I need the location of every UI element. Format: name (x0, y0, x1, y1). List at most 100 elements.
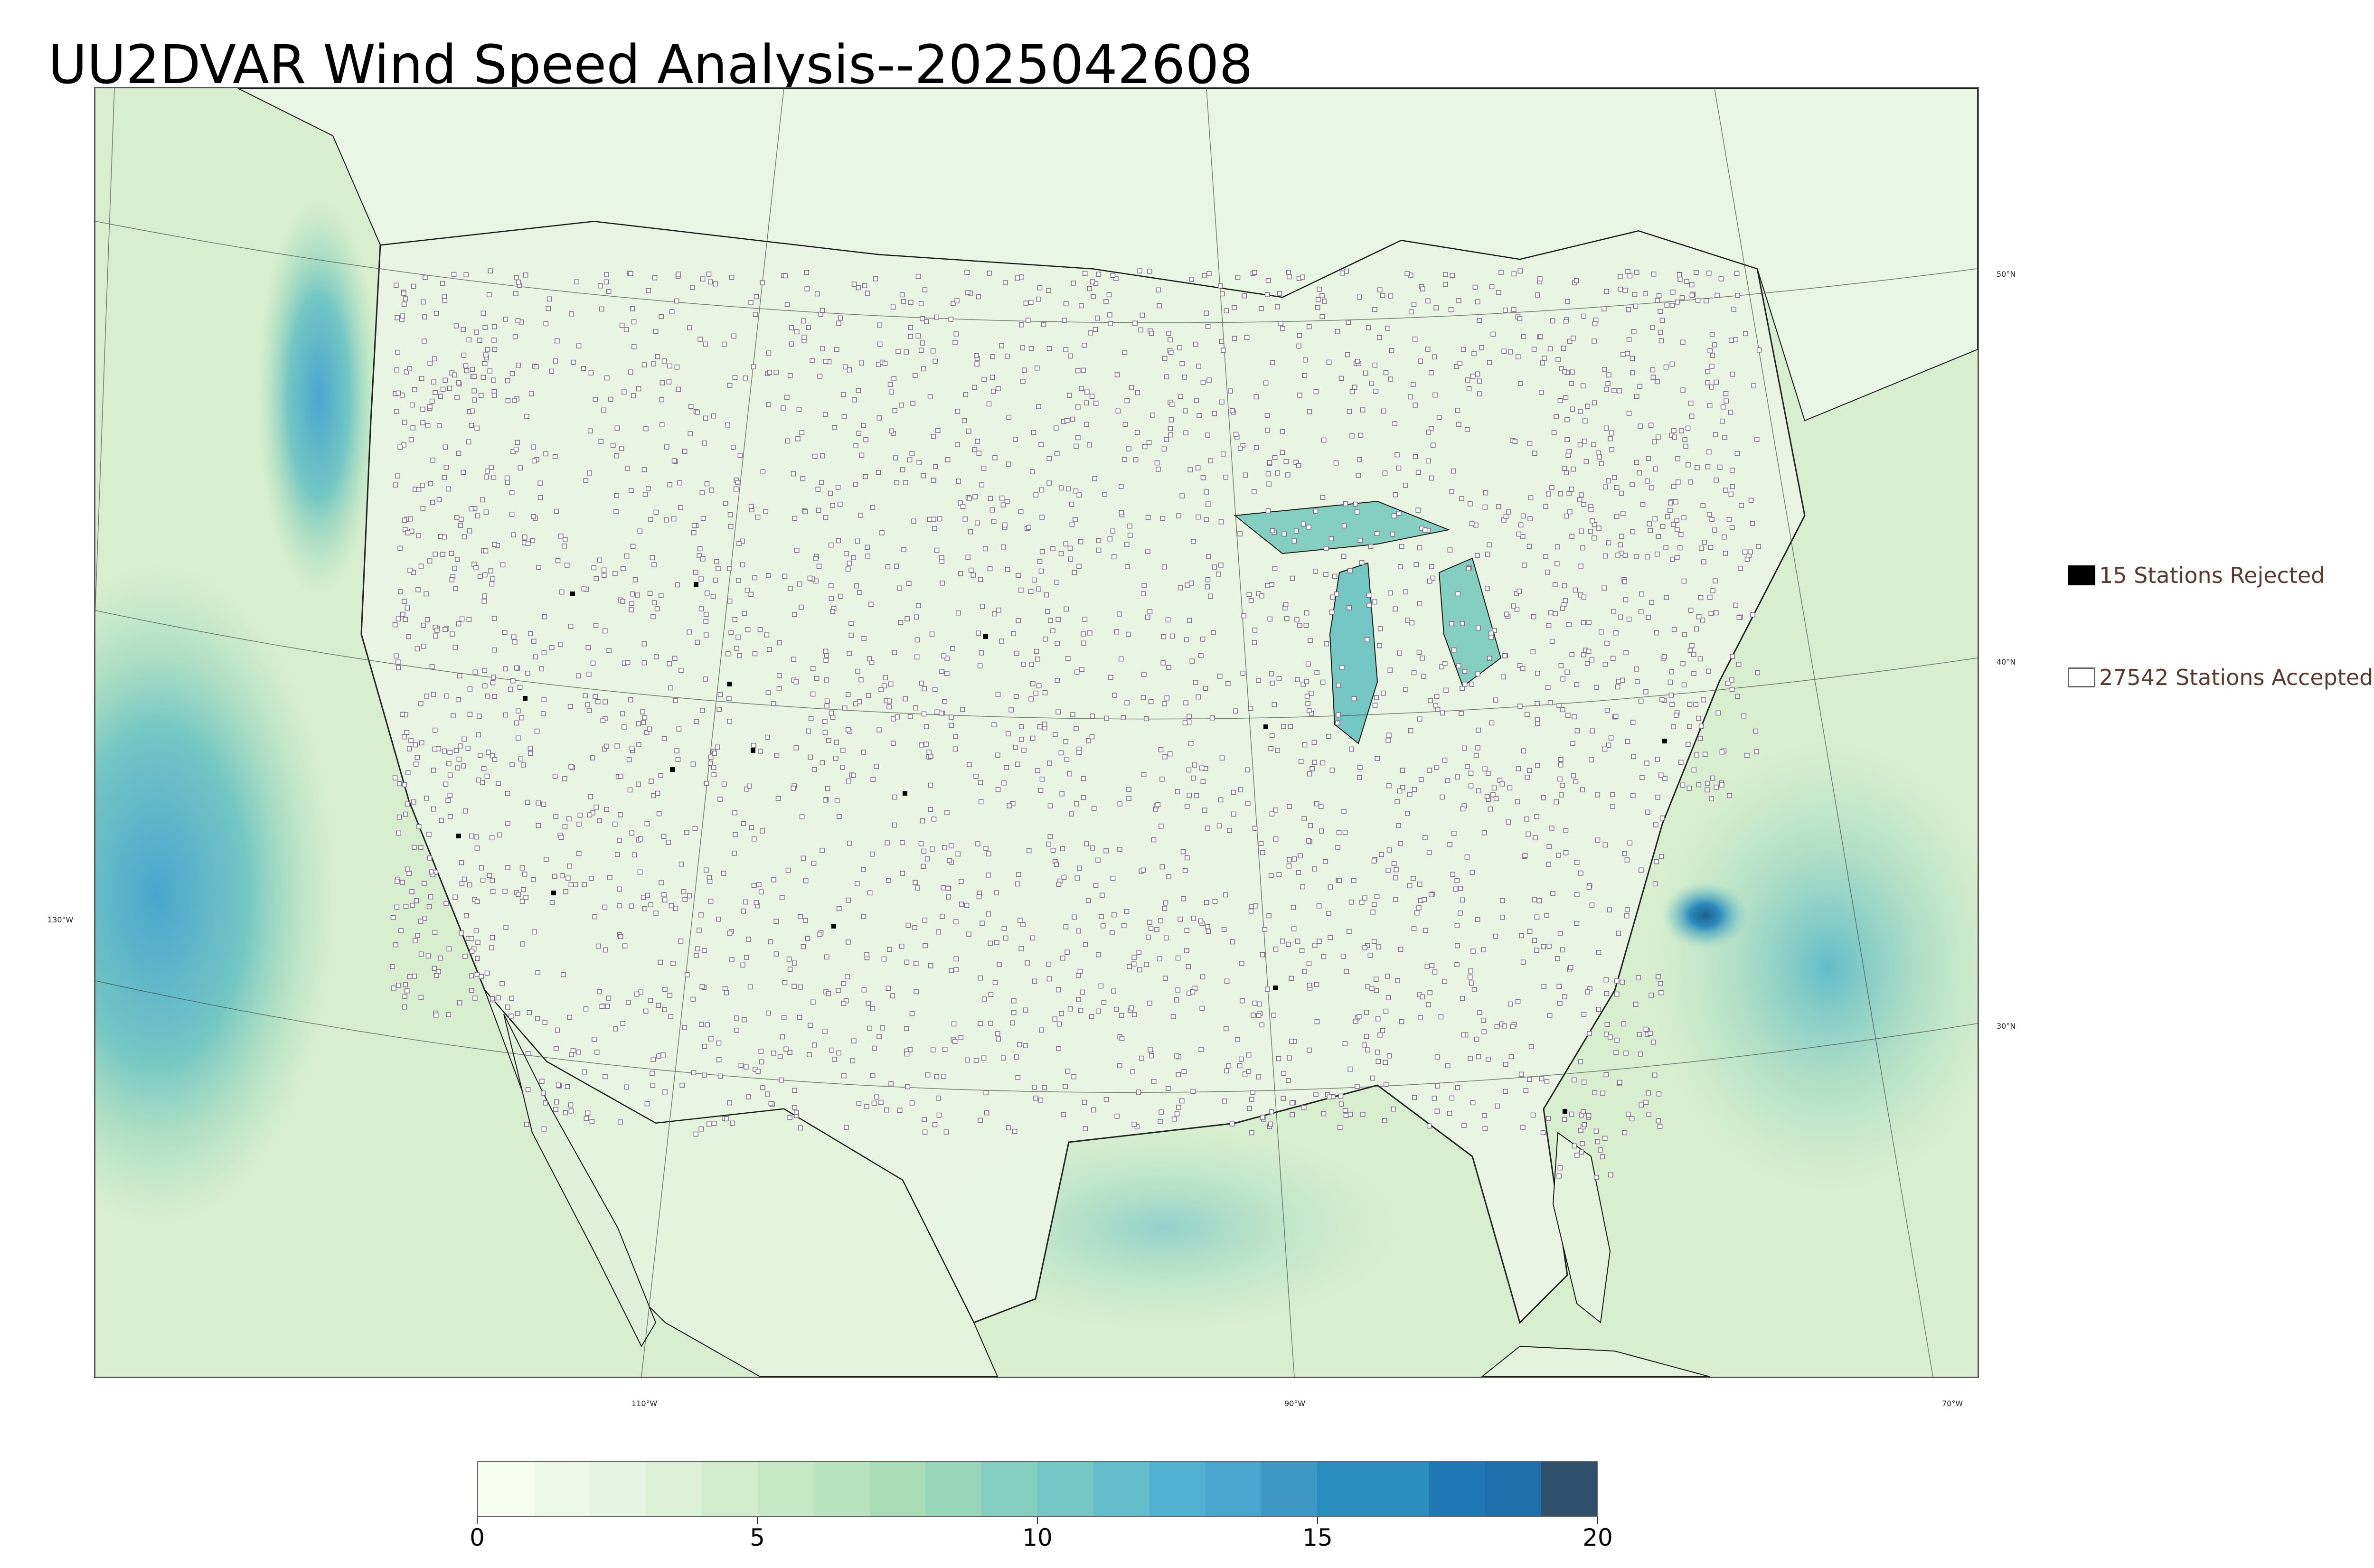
accepted-station-marker (1481, 830, 1487, 836)
accepted-station-marker (418, 951, 424, 957)
accepted-station-marker (568, 1102, 574, 1108)
accepted-station-marker (962, 418, 967, 423)
accepted-station-marker (1429, 475, 1434, 481)
lon-label-90w: 90°W (1284, 1399, 1306, 1408)
accepted-station-marker (1672, 434, 1677, 440)
accepted-station-marker (1342, 1108, 1348, 1113)
accepted-station-marker (484, 474, 489, 480)
accepted-station-marker (480, 310, 486, 316)
accepted-station-marker (914, 654, 920, 660)
accepted-station-marker (614, 493, 620, 498)
accepted-station-marker (782, 573, 788, 579)
colorbar-tick (477, 1517, 478, 1524)
accepted-station-marker (800, 476, 806, 481)
accepted-station-marker (1182, 868, 1188, 873)
accepted-station-marker (395, 349, 400, 355)
accepted-station-marker (455, 557, 460, 562)
accepted-station-marker (484, 773, 490, 779)
accepted-station-marker (709, 488, 714, 493)
accepted-station-marker (415, 933, 420, 938)
accepted-station-marker (811, 861, 817, 866)
accepted-station-marker (1303, 623, 1309, 628)
accepted-station-marker (824, 677, 829, 683)
wind-speed-map[interactable] (94, 87, 1979, 1378)
accepted-station-marker (891, 716, 896, 722)
accepted-station-marker (910, 401, 915, 406)
accepted-station-marker (1290, 575, 1295, 581)
accepted-station-marker (897, 585, 902, 591)
accepted-station-marker (1145, 549, 1150, 554)
accepted-station-marker (1630, 482, 1635, 487)
accepted-station-marker (1527, 441, 1533, 446)
accepted-station-marker (801, 335, 807, 340)
accepted-station-marker (892, 794, 897, 800)
accepted-station-marker (1018, 509, 1024, 514)
accepted-station-marker (1577, 497, 1583, 502)
accepted-station-marker (1427, 990, 1432, 995)
accepted-station-marker (688, 431, 693, 436)
accepted-station-marker (866, 1001, 871, 1006)
accepted-station-marker (792, 1088, 797, 1093)
accepted-station-marker (920, 818, 925, 824)
accepted-station-marker (1272, 702, 1277, 707)
accepted-station-marker (1434, 1108, 1440, 1114)
accepted-station-marker (989, 375, 995, 380)
colorbar-segment (1261, 1462, 1317, 1516)
accepted-station-marker (1574, 1153, 1580, 1158)
accepted-station-marker (1393, 492, 1398, 498)
accepted-station-marker (1300, 884, 1305, 890)
accepted-station-marker (403, 982, 408, 987)
accepted-station-marker (1545, 685, 1551, 690)
accepted-station-marker (1603, 1072, 1609, 1078)
accepted-station-marker (1603, 553, 1608, 559)
accepted-station-marker (1096, 547, 1102, 553)
lat-label-50n: 50°N (1997, 270, 2016, 279)
accepted-station-marker (459, 930, 464, 936)
accepted-station-marker (1645, 809, 1650, 815)
accepted-station-marker (1735, 694, 1740, 699)
accepted-station-marker (1349, 433, 1355, 439)
accepted-station-marker (546, 296, 552, 302)
accepted-station-marker (1639, 1102, 1644, 1108)
accepted-station-marker (1068, 556, 1074, 562)
accepted-station-marker (1114, 1006, 1119, 1012)
accepted-station-marker (1535, 670, 1540, 676)
accepted-station-marker (928, 782, 933, 788)
accepted-station-marker (1604, 640, 1610, 646)
accepted-station-marker (1652, 516, 1658, 522)
accepted-station-marker (698, 1126, 704, 1132)
accepted-station-marker (919, 742, 924, 748)
accepted-station-marker (1156, 467, 1161, 472)
accepted-station-marker (964, 270, 970, 275)
accepted-station-marker (1646, 615, 1651, 620)
lat-label-40n: 40°N (1997, 657, 2016, 667)
accepted-station-marker (405, 988, 410, 994)
accepted-station-marker (530, 538, 536, 544)
accepted-station-marker (1206, 554, 1211, 559)
accepted-station-marker (983, 1090, 989, 1096)
accepted-station-marker (966, 931, 971, 937)
accepted-station-marker (1706, 449, 1712, 455)
accepted-station-marker (1645, 479, 1650, 484)
accepted-station-marker (833, 756, 838, 761)
accepted-station-marker (1185, 855, 1190, 861)
accepted-station-marker (678, 939, 684, 944)
accepted-station-marker (461, 327, 466, 332)
accepted-station-marker (1660, 524, 1666, 529)
accepted-station-marker (1269, 671, 1274, 676)
accepted-station-marker (1083, 1126, 1088, 1131)
meridian-130w (95, 88, 115, 613)
accepted-station-marker (475, 956, 480, 961)
accepted-station-marker (1597, 454, 1602, 460)
accepted-station-marker (1422, 897, 1427, 902)
accepted-station-marker (1112, 554, 1117, 560)
accepted-station-marker (659, 380, 665, 385)
accepted-station-marker (403, 904, 409, 909)
accepted-station-marker (510, 678, 516, 684)
accepted-station-marker (644, 1101, 650, 1107)
accepted-station-marker (1488, 630, 1494, 636)
accepted-station-marker (1280, 939, 1285, 944)
accepted-station-marker (1396, 511, 1402, 516)
accepted-station-marker (427, 404, 433, 409)
accepted-station-marker (823, 798, 828, 803)
